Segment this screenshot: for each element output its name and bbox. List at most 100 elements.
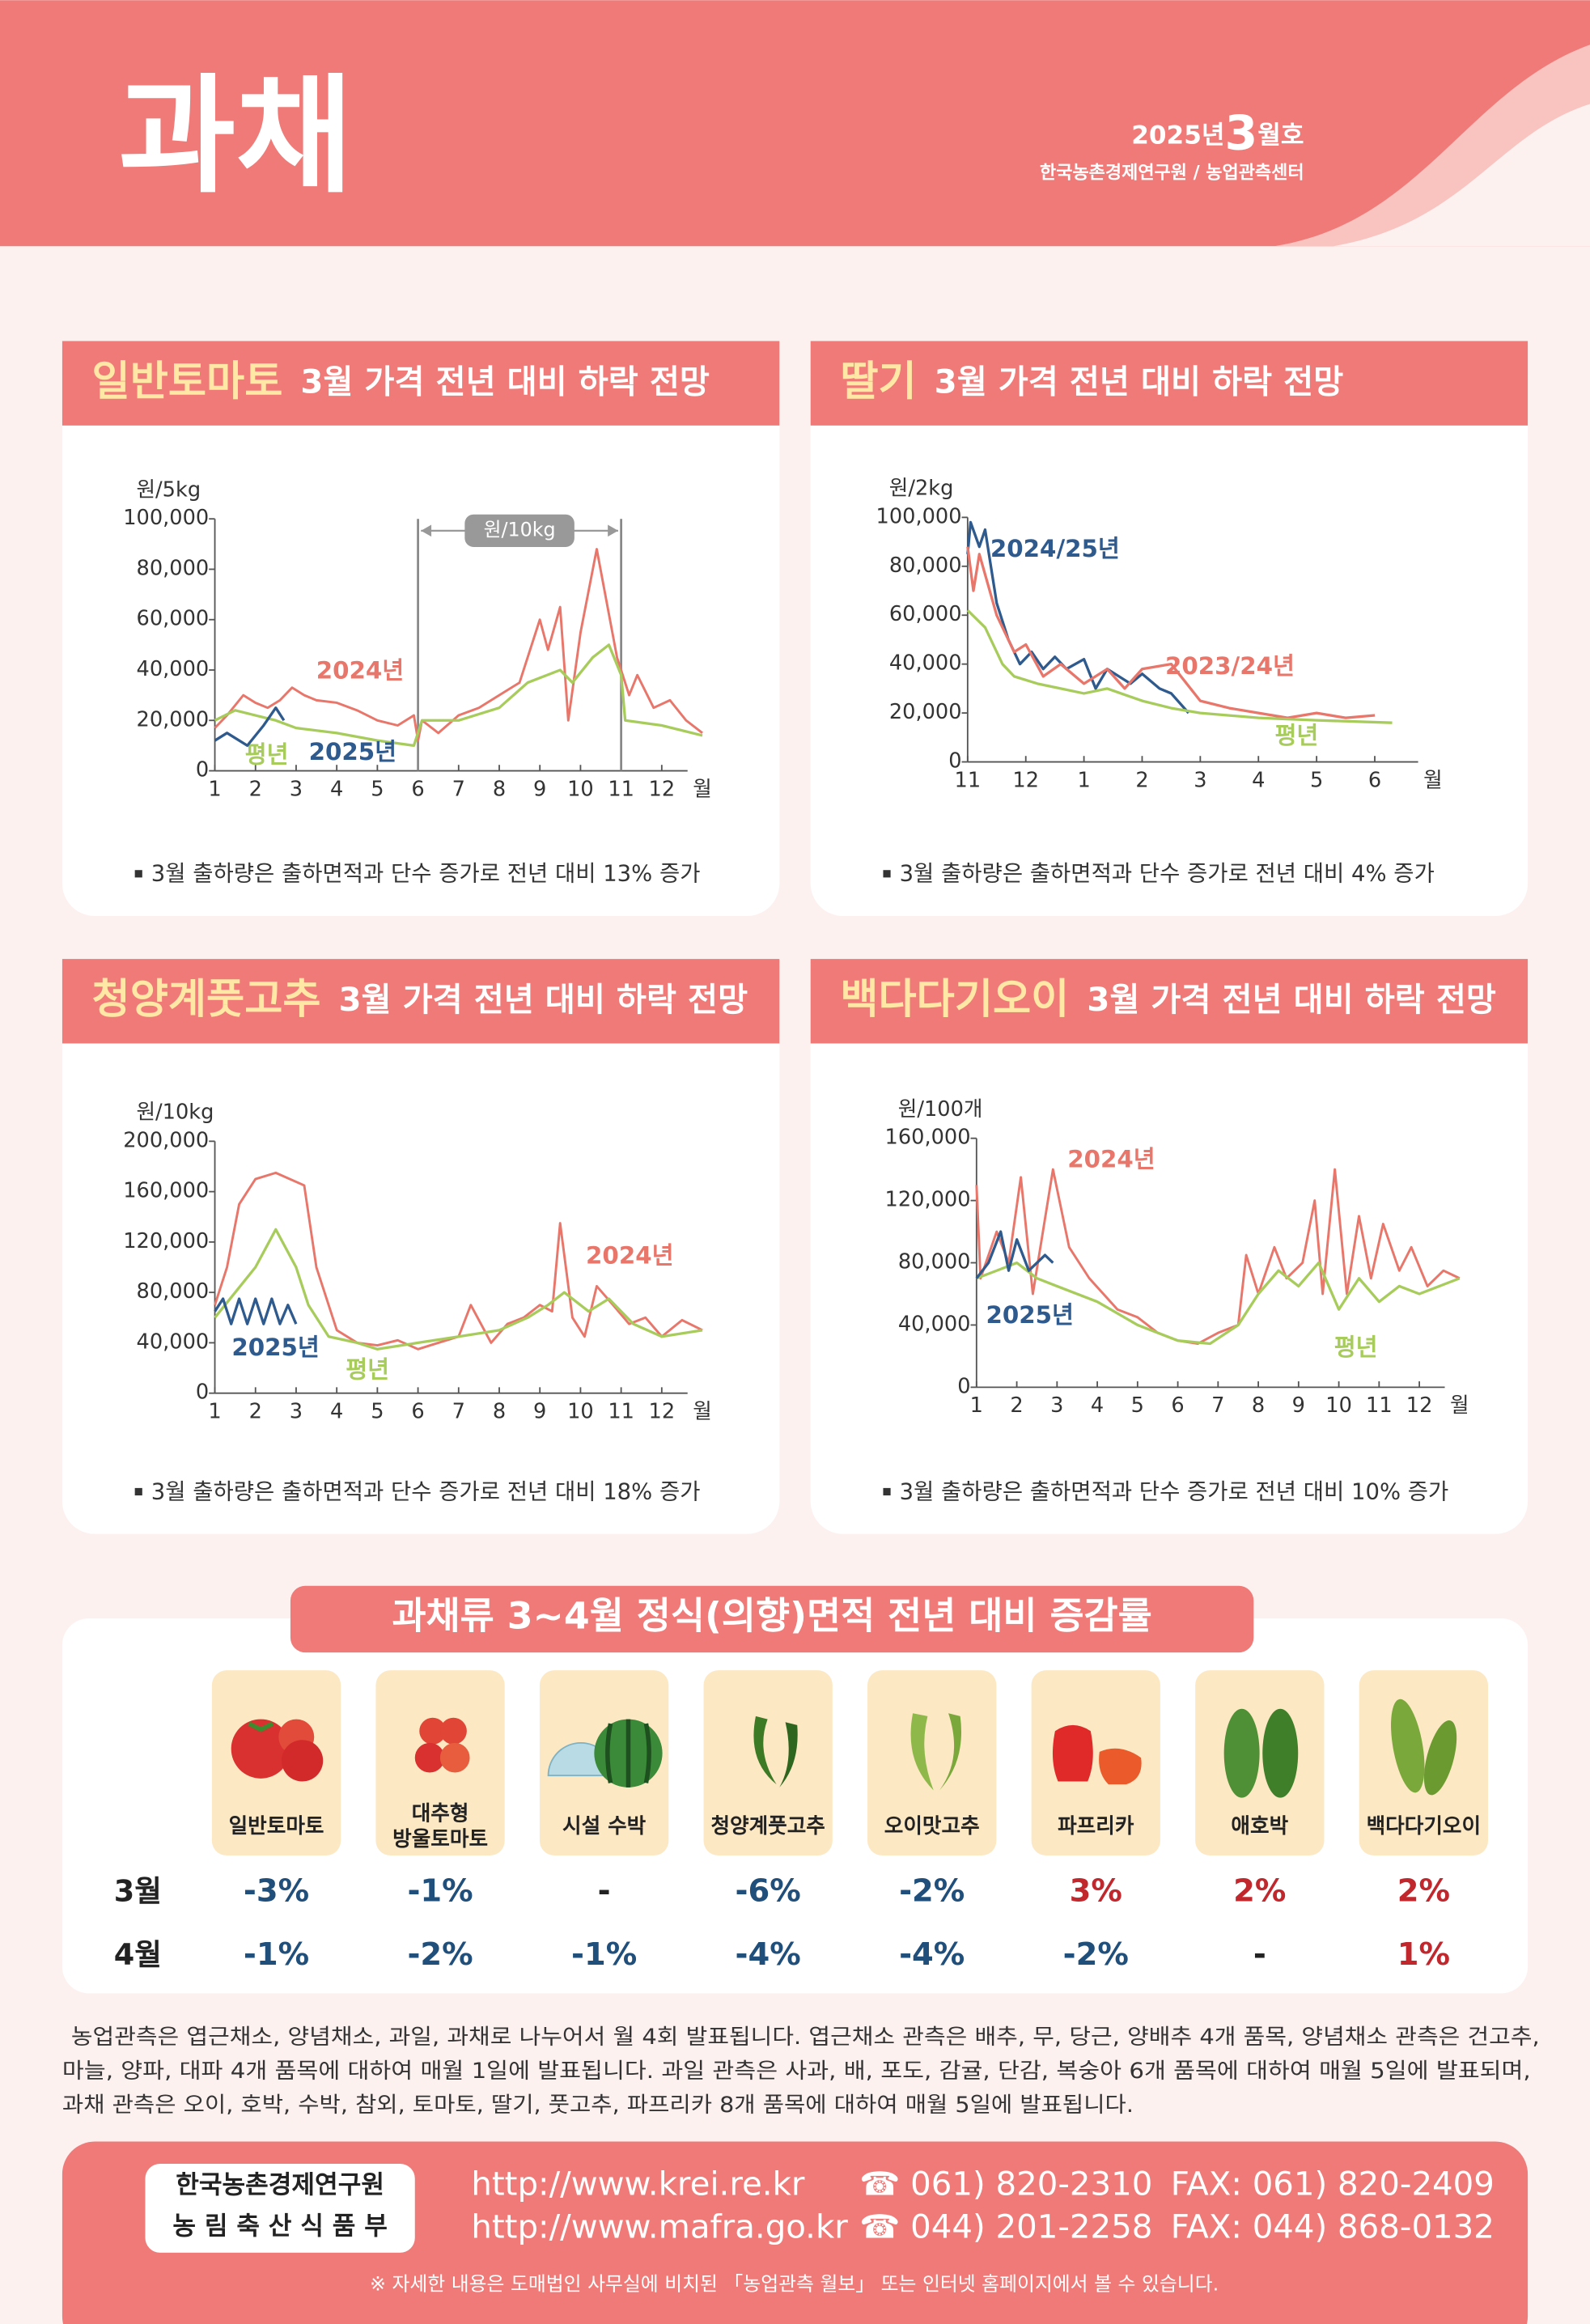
x-tick-label: 9 bbox=[533, 1399, 546, 1423]
table-title-pill bbox=[290, 1585, 1254, 1653]
item-card bbox=[1195, 1670, 1325, 1856]
panel-title: 청양계풋고추 3월 가격 전년 대비 하락 전망 bbox=[92, 975, 748, 1024]
row-cell: -6% bbox=[736, 1872, 801, 1909]
x-tick-label: 3 bbox=[290, 1399, 303, 1423]
note-bullet bbox=[134, 1487, 142, 1496]
note-bullet bbox=[883, 1487, 891, 1496]
row-cell: -2% bbox=[899, 1872, 965, 1909]
y-tick-label: 120,000 bbox=[885, 1188, 971, 1212]
charts: 일반토마토 3월 가격 전년 대비 하락 전망원/5kg020,00040,000… bbox=[61, 341, 1529, 1534]
x-tick-label: 4 bbox=[330, 1399, 343, 1423]
footer-fax: FAX: 044) 868-0132 bbox=[1171, 2209, 1495, 2246]
panel-name: 백다다기오이 bbox=[840, 975, 1069, 1024]
row-cell: 3% bbox=[1070, 1872, 1122, 1909]
series-line bbox=[966, 520, 1190, 715]
y-tick-label: 0 bbox=[957, 1374, 970, 1398]
series-label: 2025년 bbox=[986, 1301, 1075, 1329]
series-line bbox=[214, 1171, 703, 1351]
y-tick-label: 100,000 bbox=[123, 506, 209, 530]
footer-band bbox=[61, 2141, 1529, 2324]
y-tick-label: 60,000 bbox=[889, 602, 962, 626]
x-tick-label: 2 bbox=[249, 777, 262, 801]
y-unit: 원/10kg bbox=[136, 1101, 214, 1125]
x-tick-label: 12 bbox=[1406, 1393, 1433, 1418]
series-line bbox=[214, 706, 286, 748]
x-tick-label: 5 bbox=[371, 1399, 384, 1423]
panel bbox=[810, 959, 1529, 1534]
notes: 농업관측은 엽근채소, 양념채소, 과일, 과채로 나누어서 월 4회 발표됩니… bbox=[62, 2025, 1540, 2118]
x-tick-label: 1 bbox=[208, 777, 221, 801]
x-tick-label: 10 bbox=[567, 777, 594, 801]
row-cell: -3% bbox=[244, 1872, 309, 1909]
x-tick-label: 6 bbox=[1171, 1393, 1184, 1418]
table-title: 과채류 3~4월 정식(의향)면적 전년 대비 증감률 bbox=[392, 1595, 1151, 1638]
issue: 2025년3월호 bbox=[1131, 106, 1304, 161]
footer-fax: FAX: 061) 820-2409 bbox=[1171, 2165, 1495, 2203]
x-tick-label: 4 bbox=[1091, 1393, 1104, 1418]
y-tick-label: 160,000 bbox=[123, 1179, 209, 1203]
series-label: 평년 bbox=[1274, 722, 1318, 749]
y-tick-label: 40,000 bbox=[137, 657, 210, 681]
note-bullet bbox=[883, 870, 891, 878]
y-unit: 원/100개 bbox=[898, 1097, 983, 1122]
icons bbox=[231, 1698, 1457, 1798]
item-name: 애호박 bbox=[1231, 1814, 1288, 1838]
x-tick-label: 6 bbox=[1368, 768, 1381, 792]
item-card bbox=[867, 1670, 997, 1856]
series-label: 2024년 bbox=[1067, 1146, 1155, 1173]
icon-green-pepper bbox=[753, 1715, 798, 1788]
y-tick-label: 40,000 bbox=[137, 1330, 210, 1354]
x-tick-label: 12 bbox=[1012, 768, 1039, 792]
x-tick-label: 7 bbox=[452, 1399, 465, 1423]
x-tick-label: 8 bbox=[493, 777, 506, 801]
item-name: 일반토마토 bbox=[229, 1814, 324, 1838]
note-line: 과채 관측은 오이, 호박, 수박, 참외, 토마토, 딸기, 풋고추, 파프리… bbox=[62, 2093, 1134, 2118]
x-tick-label: 3 bbox=[1050, 1393, 1063, 1418]
y-unit: 원/2kg bbox=[889, 477, 954, 501]
x-tick-label: 5 bbox=[1310, 768, 1323, 792]
row-cell: 2% bbox=[1397, 1872, 1450, 1909]
x-tick-label: 1 bbox=[1077, 768, 1090, 792]
x-unit: 월 bbox=[693, 777, 712, 801]
issue-year: 2025년 bbox=[1131, 121, 1224, 151]
y-tick-label: 0 bbox=[196, 758, 209, 782]
y-tick-label: 60,000 bbox=[137, 607, 210, 631]
header-curve bbox=[1333, 104, 1590, 247]
y-tick-label: 40,000 bbox=[889, 651, 962, 676]
series-line bbox=[966, 609, 1393, 724]
x-tick-label: 8 bbox=[493, 1399, 506, 1423]
x-tick-label: 2 bbox=[249, 1399, 262, 1423]
item-card bbox=[703, 1670, 833, 1856]
panel-name: 일반토마토 bbox=[92, 358, 283, 406]
x-tick-label: 6 bbox=[411, 777, 424, 801]
item-name: 시설 수박 bbox=[562, 1814, 647, 1838]
item-name: 백다다기오이 bbox=[1367, 1814, 1481, 1838]
x-tick-label: 7 bbox=[452, 777, 465, 801]
y-tick-label: 80,000 bbox=[137, 1279, 210, 1304]
panel-name: 청양계풋고추 bbox=[92, 975, 321, 1024]
item-name: 파프리카 bbox=[1058, 1814, 1134, 1838]
footer-phone: ☎ 044) 201-2258 bbox=[859, 2209, 1152, 2246]
x-tick-label: 4 bbox=[330, 777, 343, 801]
panel-header bbox=[810, 341, 1529, 426]
note-line: 농업관측은 엽근채소, 양념채소, 과일, 과채로 나누어서 월 4회 발표됩니… bbox=[71, 2025, 1540, 2050]
chart-note: 3월 출하량은 출하면적과 단수 증가로 전년 대비 10% 증가 bbox=[900, 1479, 1449, 1504]
header-title: 과채 bbox=[119, 63, 354, 211]
row-cell: -2% bbox=[407, 1936, 473, 1973]
x-tick-label: 5 bbox=[1131, 1393, 1144, 1418]
series-label: 2023/24년 bbox=[1165, 652, 1295, 680]
panel-subtitle: 3월 가격 전년 대비 하락 전망 bbox=[1087, 982, 1496, 1019]
series-line bbox=[214, 548, 703, 742]
icon-tomato bbox=[231, 1719, 324, 1782]
chart-note: 3월 출하량은 출하면적과 단수 증가로 전년 대비 13% 증가 bbox=[151, 862, 701, 887]
y-tick-label: 200,000 bbox=[123, 1128, 209, 1152]
x-tick-label: 9 bbox=[1292, 1393, 1305, 1418]
row-cell: -4% bbox=[899, 1936, 965, 1973]
x-tick-label: 2 bbox=[1010, 1393, 1023, 1418]
x-tick-label: 3 bbox=[1194, 768, 1206, 792]
row-cell: - bbox=[1253, 1936, 1266, 1973]
series-label: 2025년 bbox=[231, 1334, 320, 1361]
panel-header bbox=[61, 959, 780, 1044]
icon-cherry-tomato bbox=[414, 1717, 470, 1773]
series-label: 2024년 bbox=[316, 656, 405, 684]
